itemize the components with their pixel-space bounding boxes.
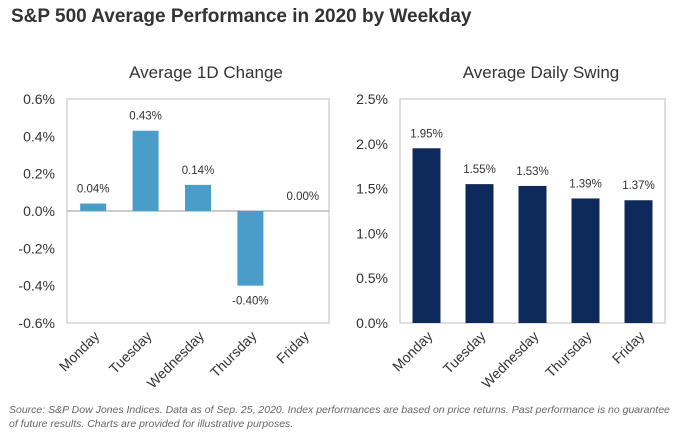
category-label: Thursday	[542, 328, 595, 381]
source-note: Source: S&P Dow Jones Indices. Data as o…	[9, 404, 670, 430]
bar-wednesday	[518, 185, 547, 323]
category-label: Wednesday	[478, 328, 541, 391]
y-tick-label: 1.5%	[356, 181, 388, 197]
y-tick-label: 2.0%	[356, 136, 388, 152]
data-label: -0.40%	[232, 296, 268, 308]
bar-monday	[80, 203, 107, 211]
y-tick-label: 0.0%	[356, 315, 388, 331]
page-title: S&P 500 Average Performance in 2020 by W…	[11, 6, 472, 27]
bar-tuesday	[465, 184, 494, 323]
bar-friday	[624, 200, 653, 323]
y-tick-label: 2.5%	[356, 91, 388, 107]
category-label: Friday	[609, 328, 648, 367]
bar-tuesday	[132, 130, 159, 211]
data-label: 0.43%	[129, 111, 162, 123]
chart-title: Average Daily Swing	[463, 63, 620, 82]
y-tick-label: -0.2%	[18, 240, 55, 256]
data-label: 1.53%	[516, 166, 549, 178]
bar-wednesday	[185, 184, 211, 211]
bar-thursday	[237, 211, 264, 286]
y-tick-label: 0.0%	[23, 203, 55, 219]
data-label: 0.04%	[77, 184, 110, 196]
data-label: 0.14%	[182, 165, 215, 177]
data-label: 1.55%	[463, 164, 496, 176]
y-tick-label: 0.4%	[23, 128, 55, 144]
y-tick-label: 0.5%	[356, 270, 388, 286]
chart-title: Average 1D Change	[129, 63, 283, 82]
y-tick-label: 0.6%	[23, 91, 55, 107]
chart-average-1d-change: Average 1D Change 0.6% 0.4% 0.2% 0.0% -0.2% -0…	[18, 63, 330, 391]
data-label: 1.37%	[622, 180, 655, 192]
y-tick-label: 1.0%	[356, 225, 388, 241]
chart-average-daily-swing: Average Daily Swing 2.5% 2.0% 1.5% 1.0% 0.5% 0…	[356, 63, 666, 391]
bar-monday	[412, 148, 441, 323]
category-label: Tuesday	[440, 328, 489, 377]
data-label: 1.95%	[410, 128, 443, 140]
category-label: Monday	[389, 328, 436, 375]
data-label: 0.00%	[286, 191, 319, 203]
bar-thursday	[571, 198, 600, 323]
y-tick-label: 0.2%	[23, 166, 55, 182]
data-label: 1.39%	[569, 178, 602, 190]
y-tick-label: -0.4%	[18, 278, 55, 294]
y-tick-label: -0.6%	[18, 315, 55, 331]
